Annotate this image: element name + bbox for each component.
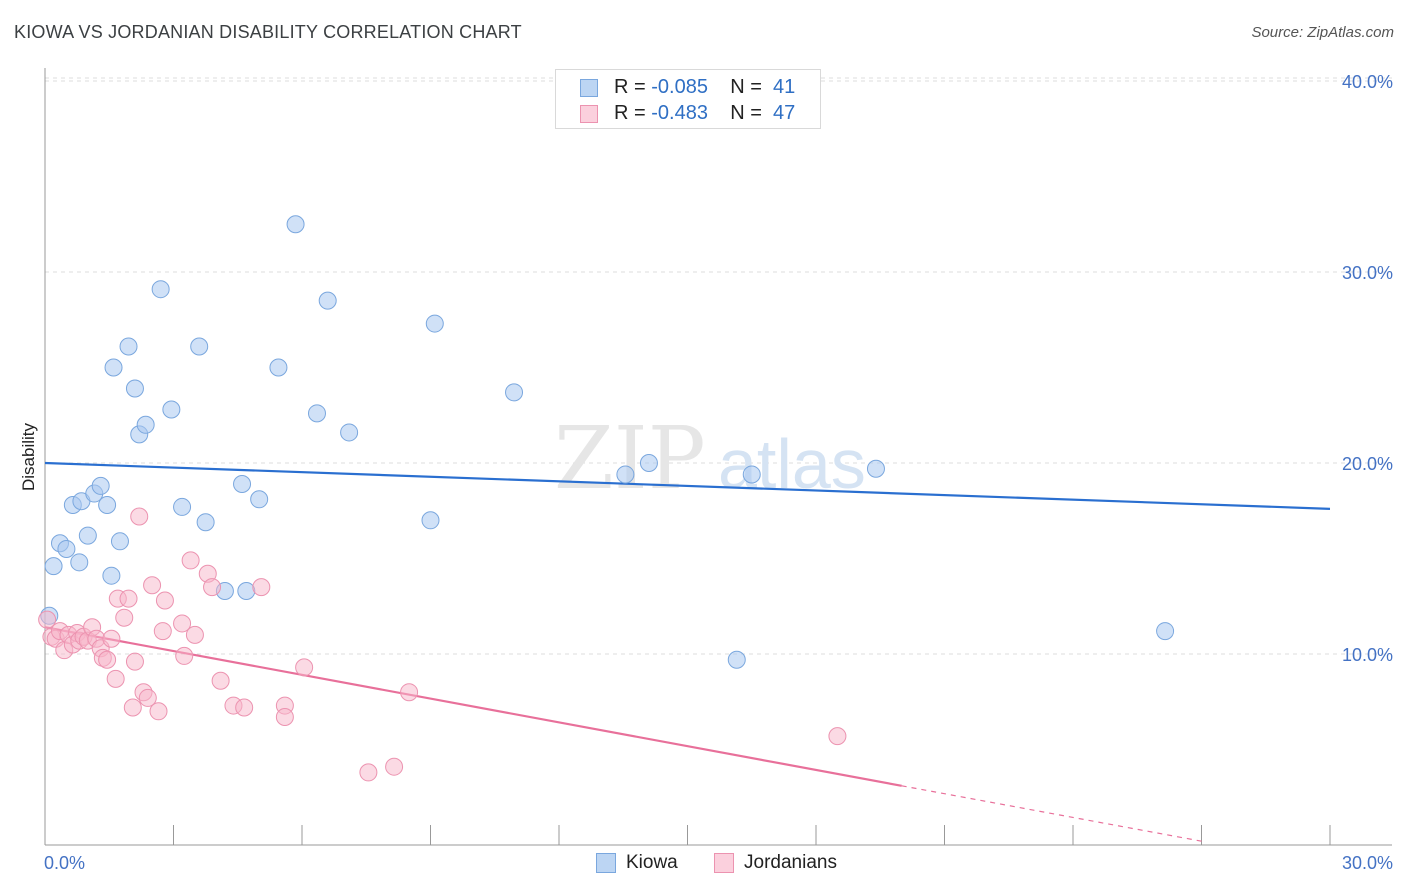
kiowa-point [119,337,138,356]
jordanians-legend-label: Jordanians [744,852,837,873]
kiowa-n-label: N = [730,76,768,98]
chart-title: KIOWA VS JORDANIAN DISABILITY CORRELATIO… [14,22,522,42]
kiowa-point [286,215,305,234]
kiowa-point [104,358,123,377]
kiowa-legend-label: Kiowa [626,852,678,873]
jordanian-point [252,578,271,597]
y-tick-label: 40.0% [1342,72,1393,92]
gridlines [45,77,1392,655]
kiowa-point [125,379,144,398]
jordanian-point [125,652,144,671]
kiowa-point [269,358,288,377]
jordanians-n-value: 47 [773,102,796,124]
kiowa-r-label: R = [614,76,652,98]
kiowa-point [866,459,885,478]
jordanian-point [235,698,254,717]
kiowa-point [616,465,635,484]
stats-legend: R = -0.085 N = 41 R = -0.483 N = 47 [555,69,821,129]
kiowa-point [425,314,444,333]
kiowa-legend-swatch [596,853,616,873]
kiowa-point [318,291,337,310]
jordanian-point [106,669,125,688]
kiowa-point [340,423,359,442]
jordanian-points [38,507,847,782]
kiowa-point [190,337,209,356]
jordanian-point [98,650,117,669]
jordanians-r-value: -0.483 [651,102,708,124]
kiowa-point [639,454,658,472]
jordanian-trend-line [44,626,902,787]
jordanian-point [155,591,174,610]
source-label: Source: ZipAtlas.com [1251,24,1394,41]
kiowa-point [196,513,215,532]
kiowa-point [727,650,746,669]
watermark-zip: ZIP [554,409,706,509]
y-axis-title: Disability [19,422,38,491]
kiowa-point [44,557,63,576]
jordanian-point [295,658,314,677]
x-tick-label-end: 30.0% [1342,853,1393,873]
jordanian-point [153,622,172,641]
jordanians-legend-swatch [714,853,734,873]
kiowa-point [173,497,192,516]
kiowa-point [102,566,121,585]
jordanian-point [173,614,192,633]
jordanians-n-label: N = [730,102,768,124]
kiowa-point [233,475,252,494]
jordanian-point [385,757,404,776]
jordanian-point [138,688,157,707]
jordanians-swatch [580,105,598,123]
kiowa-point [505,383,524,402]
jordanian-point [149,702,168,721]
kiowa-point [151,280,170,299]
jordanian-point [102,629,121,648]
axes [44,68,1392,846]
jordanian-point [211,671,230,690]
jordanian-point [130,507,149,526]
x-tick-label-start: 0.0% [44,853,85,873]
kiowa-point [742,465,761,484]
y-tick-label: 20.0% [1342,454,1393,474]
jordanian-point [185,625,204,644]
jordanian-point [203,578,222,597]
jordanian-point [275,708,294,727]
jordanian-point [38,610,57,629]
jordanian-point [143,576,162,595]
kiowa-point [237,581,256,600]
trend-lines [44,461,1331,842]
kiowa-point [70,553,89,572]
kiowa-point [78,526,97,545]
jordanians-r-label: R = [614,102,652,124]
kiowa-point [250,490,269,509]
y-tick-label: 10.0% [1342,645,1393,665]
kiowa-points [40,215,1175,669]
kiowa-point [162,400,181,419]
kiowa-n-value: 41 [773,76,796,98]
kiowa-trend-line [44,461,1331,510]
jordanian-trend-extension [901,785,1202,842]
kiowa-point [91,476,110,495]
kiowa-point [57,539,76,558]
jordanian-point [123,698,142,717]
series-legend: Kiowa Jordanians [0,852,1406,878]
kiowa-point [136,415,155,434]
jordanian-point [115,608,134,627]
jordanian-point [181,551,200,570]
jordanian-point [359,763,378,782]
jordanian-point [400,683,419,702]
jordanian-point [175,646,194,665]
kiowa-point [1156,622,1175,641]
kiowa-r-value: -0.085 [651,76,708,98]
kiowa-point [98,496,117,515]
jordanian-point [119,589,138,608]
kiowa-point [110,532,129,551]
kiowa-swatch [580,79,598,97]
kiowa-point [307,404,326,423]
kiowa-point [421,511,440,530]
jordanian-point [828,727,847,746]
y-tick-label: 30.0% [1342,263,1393,283]
tick-labels: 10.0% 20.0% 30.0% 40.0% 0.0% 30.0% [44,72,1393,873]
